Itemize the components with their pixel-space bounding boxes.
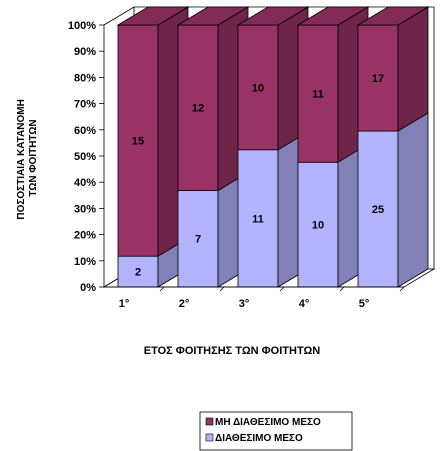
bar-segment xyxy=(357,130,399,288)
y-tick-label: 60% xyxy=(74,125,96,137)
bars: 2 15 7 12 11 10 10 11 25 17 xyxy=(116,6,430,288)
legend-label-mh-diathesimo: ΜΗ ΔΙΑΘΕΣΙΜΟ ΜΕΣΟ xyxy=(215,417,321,428)
y-axis-title: ΠΟΣΟΣΤΙΑΙΑ ΚΑΤΑΝΟΜΗ ΤΩΝ ΦΟΙΤΗΤΩΝ xyxy=(16,96,39,219)
x-tick-label: 1° xyxy=(119,298,130,310)
legend-swatch-diathesimo xyxy=(205,433,214,442)
x-axis-ticks: 1° 2° 3° 4° 5° xyxy=(104,286,405,310)
x-tick-mark xyxy=(219,286,225,292)
x-tick-mark xyxy=(339,286,345,292)
bar-top xyxy=(296,6,370,26)
y-tick-label: 30% xyxy=(74,203,96,215)
bar-data-label: 7 xyxy=(195,234,201,246)
bar-top xyxy=(356,6,430,26)
bar-data-label: 11 xyxy=(252,213,264,225)
bar-top xyxy=(176,6,250,26)
bar-top xyxy=(236,6,310,26)
bar-top xyxy=(116,6,190,26)
x-tick-label: 3° xyxy=(239,298,250,310)
x-axis-title: ΕΤΟΣ ΦΟΙΤΗΣΗΣ ΤΩΝ ΦΟΙΤΗΤΩΝ xyxy=(144,345,321,357)
y-axis-title-line-1: ΠΟΣΟΣΤΙΑΙΑ ΚΑΤΑΝΟΜΗ xyxy=(16,99,27,219)
x-tick-label: 4° xyxy=(299,298,310,310)
legend-box xyxy=(199,411,353,451)
bar-data-label: 17 xyxy=(372,73,384,85)
bar-data-label: 10 xyxy=(252,82,264,94)
y-axis-ticks: 0% 10% 20% 30% 40% 50% 60% 70% 80% 90% 100% xyxy=(68,20,104,294)
legend: ΜΗ ΔΙΑΘΕΣΙΜΟ ΜΕΣΟ ΔΙΑΘΕΣΙΜΟ ΜΕΣΟ xyxy=(199,411,353,451)
legend-label-diathesimo: ΔΙΑΘΕΣΙΜΟ ΜΕΣΟ xyxy=(215,433,303,444)
y-tick-label: 80% xyxy=(74,72,96,84)
bar-segment-side xyxy=(397,112,429,288)
bar-segment-side xyxy=(397,6,429,132)
bar-data-label: 12 xyxy=(192,103,204,115)
y-tick-label: 10% xyxy=(74,256,96,268)
bar-data-label: 11 xyxy=(312,89,324,101)
y-tick-label: 40% xyxy=(74,177,96,189)
y-tick-label: 20% xyxy=(74,230,96,242)
legend-swatch-mh-diathesimo xyxy=(205,417,214,426)
bar-data-label: 15 xyxy=(132,136,144,148)
bar-data-label: 2 xyxy=(135,267,141,279)
y-tick-label: 100% xyxy=(68,20,96,32)
x-tick-mark xyxy=(279,286,285,292)
y-tick-label: 50% xyxy=(74,151,96,163)
y-axis-title-line-2: ΤΩΝ ΦΟΙΤΗΤΩΝ xyxy=(28,119,39,196)
bar-data-label: 25 xyxy=(372,204,384,216)
bar-data-label: 10 xyxy=(312,220,324,232)
y-tick-label: 70% xyxy=(74,99,96,111)
bar-segment xyxy=(357,24,399,132)
bar-segment xyxy=(237,24,279,151)
x-tick-label: 2° xyxy=(179,298,190,310)
x-tick-mark xyxy=(399,286,405,292)
x-tick-label: 5° xyxy=(359,298,370,310)
bar-segment xyxy=(237,149,279,288)
x-tick-mark xyxy=(159,286,165,292)
y-tick-label: 0% xyxy=(80,282,96,294)
y-tick-label: 90% xyxy=(74,46,96,58)
